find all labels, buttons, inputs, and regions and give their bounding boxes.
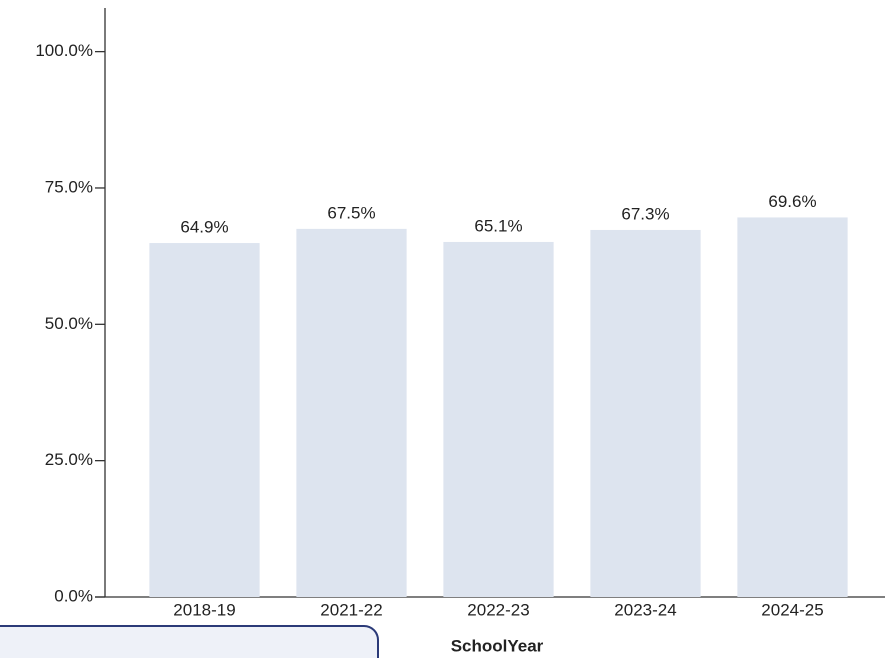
y-tick-label: 0.0% bbox=[54, 586, 93, 605]
x-tick-label: 2022-23 bbox=[467, 600, 529, 619]
bar bbox=[149, 243, 260, 597]
x-tick-label: 2023-24 bbox=[614, 600, 676, 619]
x-tick-label: 2021-22 bbox=[320, 600, 382, 619]
y-tick-label: 25.0% bbox=[45, 450, 93, 469]
x-tick-label: 2018-19 bbox=[173, 600, 235, 619]
data-label: 67.3% bbox=[621, 204, 669, 223]
overlay-panel bbox=[0, 625, 379, 658]
x-axis-title: SchoolYear bbox=[451, 636, 544, 655]
data-label: 69.6% bbox=[768, 192, 816, 211]
data-label: 65.1% bbox=[474, 216, 522, 235]
bar bbox=[296, 228, 407, 597]
bar bbox=[737, 217, 848, 597]
y-tick-label: 50.0% bbox=[45, 314, 93, 333]
y-tick-label: 75.0% bbox=[45, 177, 93, 196]
data-label: 67.5% bbox=[327, 203, 375, 222]
bar bbox=[443, 241, 554, 598]
bar bbox=[590, 229, 701, 597]
data-label: 64.9% bbox=[180, 218, 228, 237]
x-tick-label: 2024-25 bbox=[761, 600, 823, 619]
y-tick-label: 100.0% bbox=[35, 41, 93, 60]
